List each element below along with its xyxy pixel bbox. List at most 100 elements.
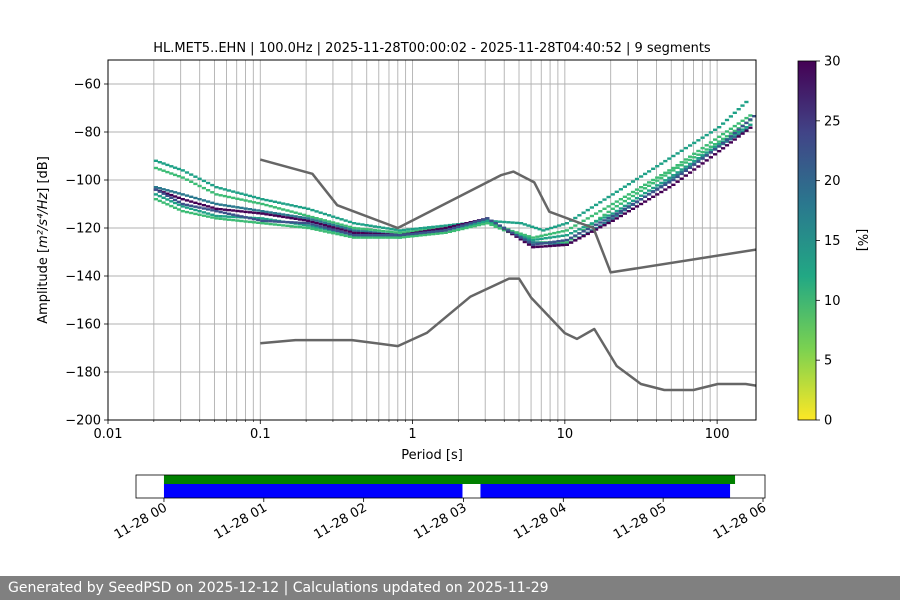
psd-cell [189,195,194,198]
psd-cell [493,222,498,225]
psd-cell [427,233,432,236]
psd-cell [272,200,277,203]
psd-cell [700,154,705,157]
psd-cell [402,228,407,232]
psd-cell [173,191,178,194]
psd-cell [302,216,307,219]
psd-cell [721,147,726,150]
psd-cell [264,219,269,223]
psd-cell [161,188,166,191]
psd-cell [622,204,627,208]
psd-cell [740,128,745,131]
psd-cell [360,227,365,231]
psd-cell [569,236,574,239]
psd-cell [285,213,290,217]
psd-cell [639,194,644,197]
psd-cell [157,187,162,190]
psd-cell [519,222,524,225]
psd-cell [602,224,607,227]
psd-cell [235,209,240,213]
psd-cell [659,190,664,194]
psd-cell [297,215,302,219]
psd-cell [422,230,427,233]
psd-cell [393,234,398,237]
psd-cell [594,220,599,223]
psd-cell [556,244,561,247]
psd-cell [222,208,227,211]
psd-cell [696,160,701,163]
psd-cell [585,208,590,212]
psd-cell [692,156,697,159]
psd-cell [256,209,261,212]
psd-cell [606,214,611,217]
psd-cell [277,201,282,204]
psd-cell [740,130,745,134]
psd-cell [264,222,269,225]
psd-cell [522,240,527,244]
psd-cell [626,205,631,208]
psd-cell [671,166,676,170]
psd-cell [708,141,713,144]
psd-cell [347,232,352,236]
psd-cell [443,224,448,227]
psd-cell [293,225,298,228]
psd-cell [302,223,307,227]
psd-cell [331,223,336,227]
psd-cell [251,211,257,214]
psd-cell [708,151,713,154]
psd-cell [606,221,611,225]
psd-cell [214,214,219,218]
psd-cell [397,236,402,239]
psd-cell [634,197,640,200]
psd-cell [655,179,660,182]
psd-cell [281,202,286,205]
psd-cell [663,181,668,185]
psd-cell [173,201,178,205]
psd-cell [618,214,623,218]
psd-cell [418,227,423,230]
psd-cell [372,232,377,236]
psd-cell [347,228,352,231]
psd-cell [456,225,461,228]
psd-cell [464,226,469,230]
psd-cell [218,187,223,190]
psd-cell [410,227,415,231]
psd-cell [277,212,282,215]
psd-cell [343,229,348,232]
psd-cell [452,229,457,233]
psd-cell [327,222,332,226]
psd-cell [197,213,202,216]
colorbar-tick-label: 25 [824,114,841,129]
psd-cell [548,232,553,236]
chart-title: HL.MET5..EHN | 100.0Hz | 2025-11-28T00:0… [153,41,711,56]
psd-cell [531,236,536,239]
psd-cell [732,138,737,141]
psd-cell [683,165,688,168]
psd-cell [573,216,578,220]
psd-cell [314,210,319,213]
psd-cell [243,193,248,196]
psd-cell [634,177,640,181]
psd-cell [543,233,548,237]
psd-cell [700,150,705,154]
psd-cell [443,229,448,232]
psd-cell [184,178,190,181]
psd-cell [717,145,722,148]
psd-cell [589,214,594,218]
psd-cell [180,205,185,208]
psd-cell [643,183,648,186]
psd-cell [157,190,162,193]
psd-cell [560,234,565,237]
psd-cell [335,216,340,220]
psd-cell [560,230,565,233]
psd-cell [402,233,407,236]
psd-cell [526,241,532,244]
colorbar-tick-label: 20 [824,174,841,189]
psd-cell [268,220,273,223]
psd-cell [618,188,623,191]
psd-cell [418,231,423,235]
psd-cell [352,229,357,232]
psd-cell [717,135,722,138]
psd-cell [169,172,174,175]
psd-cell [293,217,298,220]
